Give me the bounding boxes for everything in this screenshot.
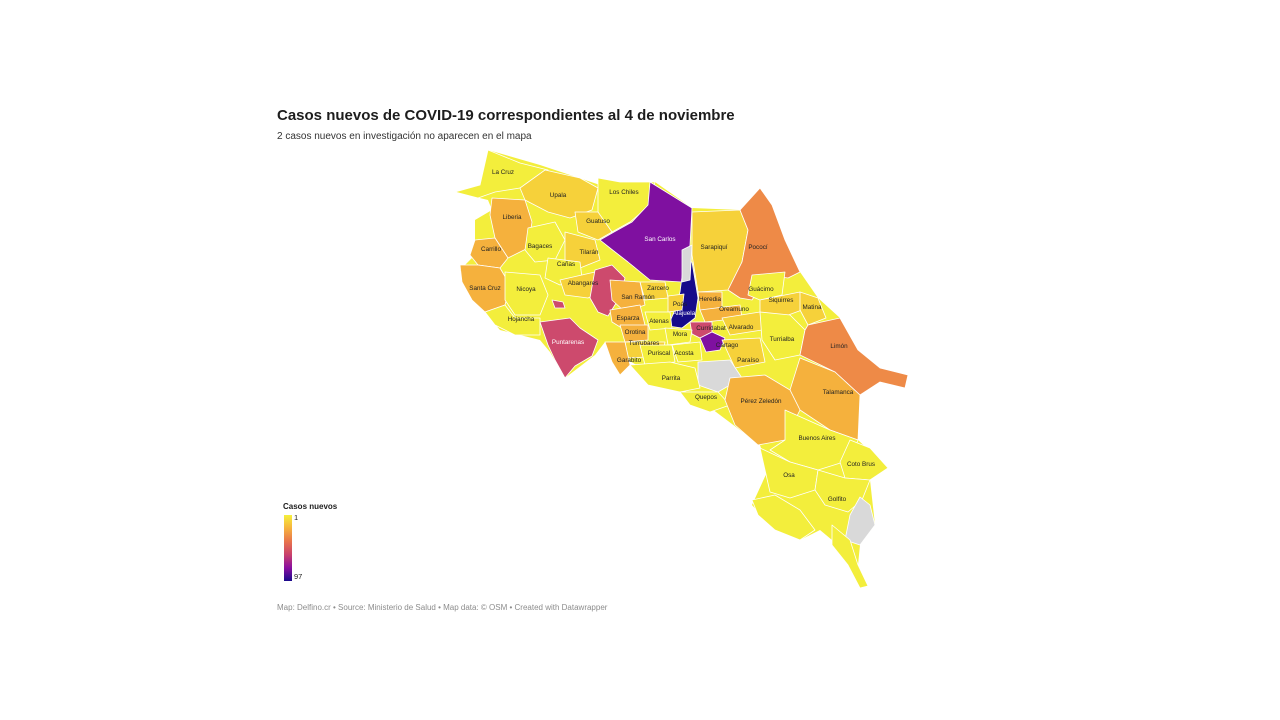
label-guatuso: Guatuso xyxy=(586,218,610,225)
label-golfito: Golfito xyxy=(828,496,847,503)
label-cartago: Cartago xyxy=(716,342,739,349)
map-subtitle: 2 casos nuevos en investigación no apare… xyxy=(277,131,532,142)
island-chira xyxy=(551,299,566,309)
label-coto-brus: Coto Brus xyxy=(847,461,875,468)
label-alvarado: Alvarado xyxy=(729,324,754,331)
label-buenos-aires: Buenos Aires xyxy=(798,435,835,442)
canton-cartago[interactable] xyxy=(699,331,726,353)
label-zarcero: Zarcero xyxy=(647,285,669,292)
label-osa: Osa xyxy=(783,472,795,479)
label-curridabat: Curridabat xyxy=(696,325,726,332)
canton-garabito[interactable] xyxy=(604,341,631,376)
label-acosta: Acosta xyxy=(674,350,694,357)
label-liberia: Liberia xyxy=(503,214,522,221)
canton-guatuso[interactable] xyxy=(574,211,613,241)
canton-nicoya[interactable] xyxy=(504,271,549,316)
canton-orotina[interactable] xyxy=(619,324,649,343)
canton-quepos[interactable] xyxy=(679,391,731,413)
label-pococi: Pococí xyxy=(748,244,768,251)
label-mora: Mora xyxy=(673,331,688,338)
label-san-ramon: San Ramón xyxy=(621,294,655,301)
label-matina: Matina xyxy=(803,304,822,311)
canton-atenas[interactable] xyxy=(644,311,673,331)
label-paraiso: Paraíso xyxy=(737,357,759,364)
canton-osa[interactable] xyxy=(759,447,819,499)
canton-acosta[interactable] xyxy=(671,341,703,363)
canton-coto-brus[interactable] xyxy=(839,439,889,481)
canton-mora[interactable] xyxy=(664,327,693,346)
label-talamanca: Talamanca xyxy=(823,389,854,396)
label-upala: Upala xyxy=(550,192,567,199)
label-los-chiles: Los Chiles xyxy=(609,189,638,196)
map-title: Casos nuevos de COVID-19 correspondiente… xyxy=(277,107,735,124)
canton-golfito-south[interactable] xyxy=(831,524,869,589)
legend-gradient-bar xyxy=(284,515,292,581)
label-carrillo: Carrillo xyxy=(481,246,501,253)
canton-liberia[interactable] xyxy=(489,197,533,259)
label-atenas: Atenas xyxy=(649,318,669,325)
canton-siquirres[interactable] xyxy=(759,291,803,319)
label-puntarenas: Puntarenas xyxy=(552,339,584,346)
label-garabito: Garabito xyxy=(617,357,642,364)
canton-tilaran[interactable] xyxy=(564,231,601,269)
canton-poas[interactable] xyxy=(667,293,685,313)
canton-parrita[interactable] xyxy=(629,361,701,393)
label-poas: Poás xyxy=(673,301,687,308)
canton-upala[interactable] xyxy=(519,169,599,219)
source-footer: Map: Delfino.cr • Source: Ministerio de … xyxy=(277,603,608,612)
label-hojancha: Hojancha xyxy=(508,316,535,323)
canton-labels: La Cruz Upala Los Chiles Liberia Guatuso… xyxy=(469,169,875,503)
label-limon: Limón xyxy=(830,343,848,350)
label-heredia: Heredia xyxy=(699,296,722,303)
canton-osa-peninsula[interactable] xyxy=(751,494,816,541)
label-quepos: Quepos xyxy=(695,394,717,401)
canton-puntarenas-north[interactable] xyxy=(589,264,626,317)
color-legend: Casos nuevos 1 97 xyxy=(283,502,338,581)
label-abangares: Abangares xyxy=(568,280,598,287)
legend-min-label: 1 xyxy=(294,513,299,522)
label-alajuela: Alajuela xyxy=(673,310,696,317)
label-santa-cruz: Santa Cruz xyxy=(469,285,501,292)
canton-limon[interactable] xyxy=(799,317,909,396)
label-canas: Cañas xyxy=(557,261,575,268)
label-oreamuno: Oreamuno xyxy=(719,306,749,313)
label-bagaces: Bagaces xyxy=(528,243,553,250)
legend-max-label: 97 xyxy=(294,572,303,581)
label-tilaran: Tilarán xyxy=(579,249,599,256)
label-la-cruz: La Cruz xyxy=(492,169,514,176)
legend-title: Casos nuevos xyxy=(283,502,338,511)
canton-corredores-no-data xyxy=(844,496,876,546)
label-orotina: Orotina xyxy=(625,329,646,336)
label-sarapiqui: Sarapiquí xyxy=(701,244,728,251)
label-guacimo: Guácimo xyxy=(748,286,774,293)
canton-matina[interactable] xyxy=(799,291,827,326)
label-san-carlos: San Carlos xyxy=(644,236,675,243)
label-turrubares: Turrubares xyxy=(629,340,660,347)
canton-puriscal[interactable] xyxy=(639,344,676,366)
canton-puntarenas[interactable] xyxy=(539,317,599,379)
canton-paraiso[interactable] xyxy=(721,337,766,369)
canton-hojancha[interactable] xyxy=(484,304,541,336)
label-nicoya: Nicoya xyxy=(516,286,536,293)
label-perez-zeledon: Pérez Zeledón xyxy=(741,398,782,405)
label-esparza: Esparza xyxy=(616,315,640,322)
canton-san-carlos[interactable] xyxy=(599,181,693,283)
canton-no-data-north xyxy=(681,244,693,283)
label-turrialba: Turrialba xyxy=(770,336,795,343)
label-puriscal: Puriscal xyxy=(648,350,670,357)
label-parrita: Parrita xyxy=(662,375,681,382)
label-siquirres: Siquirres xyxy=(769,297,794,304)
